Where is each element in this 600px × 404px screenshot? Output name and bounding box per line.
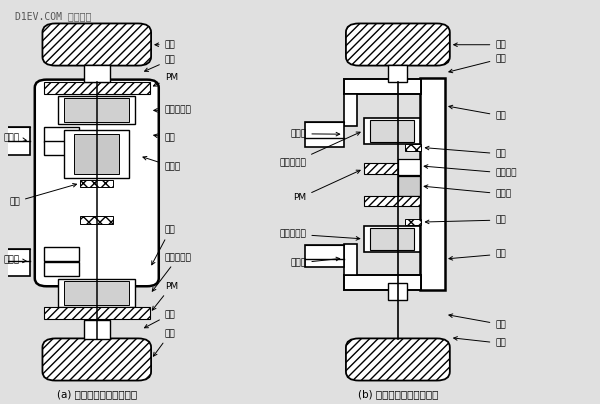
Text: 轮辐: 轮辐 [449,54,506,73]
Text: 制动鼓: 制动鼓 [290,129,340,138]
FancyBboxPatch shape [35,80,159,286]
Bar [388,65,407,82]
Text: 轮辐: 轮辐 [145,55,175,72]
Text: 制动鼓: 制动鼓 [290,257,340,267]
Bar [44,126,79,142]
Bar [44,262,79,276]
Text: 轮胎: 轮胎 [454,337,506,348]
FancyBboxPatch shape [346,339,450,381]
Bar [364,118,421,144]
Text: 电动机绕组: 电动机绕组 [152,253,191,291]
Text: 轮辐: 轮辐 [449,314,506,329]
Text: 轮辐: 轮辐 [145,310,175,328]
Bar [405,144,421,151]
Bar [44,141,79,155]
Text: PM: PM [152,282,178,310]
Bar [344,275,421,290]
Bar [398,159,421,175]
Bar [58,96,135,124]
Text: 轴承: 轴承 [425,146,506,158]
Bar [0,127,30,155]
FancyBboxPatch shape [43,339,151,381]
Bar [421,78,445,290]
Bar [80,217,113,224]
Text: (b) 减速驱动的内转子电机: (b) 减速驱动的内转子电机 [358,389,438,399]
FancyBboxPatch shape [346,23,450,65]
Text: 行星齿轮: 行星齿轮 [424,165,517,178]
Bar [84,320,110,339]
Text: 电动机绕组: 电动机绕组 [154,105,191,114]
Text: 车轮: 车轮 [449,250,506,260]
Text: (a) 直接驱动的外转子电机: (a) 直接驱动的外转子电机 [57,389,137,399]
Bar [364,226,421,252]
Bar [64,281,129,305]
Bar [305,122,344,147]
FancyBboxPatch shape [43,23,151,65]
Bar [80,179,113,187]
Bar [64,130,129,178]
Bar [405,219,421,225]
Bar [0,248,30,276]
Text: 轴承: 轴承 [9,183,77,206]
Text: 制动鼓: 制动鼓 [4,256,26,265]
Text: 电动机绕组: 电动机绕组 [280,229,360,240]
Bar [58,279,135,307]
Bar [64,98,129,122]
Text: 编码器: 编码器 [424,185,511,198]
Bar [44,82,150,94]
Text: PM: PM [154,73,178,86]
Text: 轮胎: 轮胎 [454,40,506,49]
Text: 轴承: 轴承 [425,216,506,225]
Bar [344,79,421,95]
Text: 编码器: 编码器 [143,156,181,171]
Bar [388,284,407,300]
Bar [305,245,344,267]
Bar [364,196,421,206]
Bar [364,164,421,174]
Text: D1EV.COM 第一电动: D1EV.COM 第一电动 [15,11,92,21]
Bar [44,307,150,319]
Bar [398,176,421,196]
Bar [84,65,110,82]
Bar [370,228,415,250]
Text: 制动鼓: 制动鼓 [4,133,26,142]
Text: 电动机绕组: 电动机绕组 [280,132,360,167]
Bar [44,247,79,261]
Bar [74,134,119,174]
Text: 车轮: 车轮 [449,105,506,120]
Text: 轮胎: 轮胎 [155,40,175,49]
Bar [370,120,415,142]
Text: PM: PM [293,170,360,202]
Bar [344,95,356,126]
Text: 车轮: 车轮 [152,225,175,265]
Bar [344,244,356,275]
Text: 轮胎: 轮胎 [154,329,175,356]
Text: 车轮: 车轮 [154,133,175,142]
